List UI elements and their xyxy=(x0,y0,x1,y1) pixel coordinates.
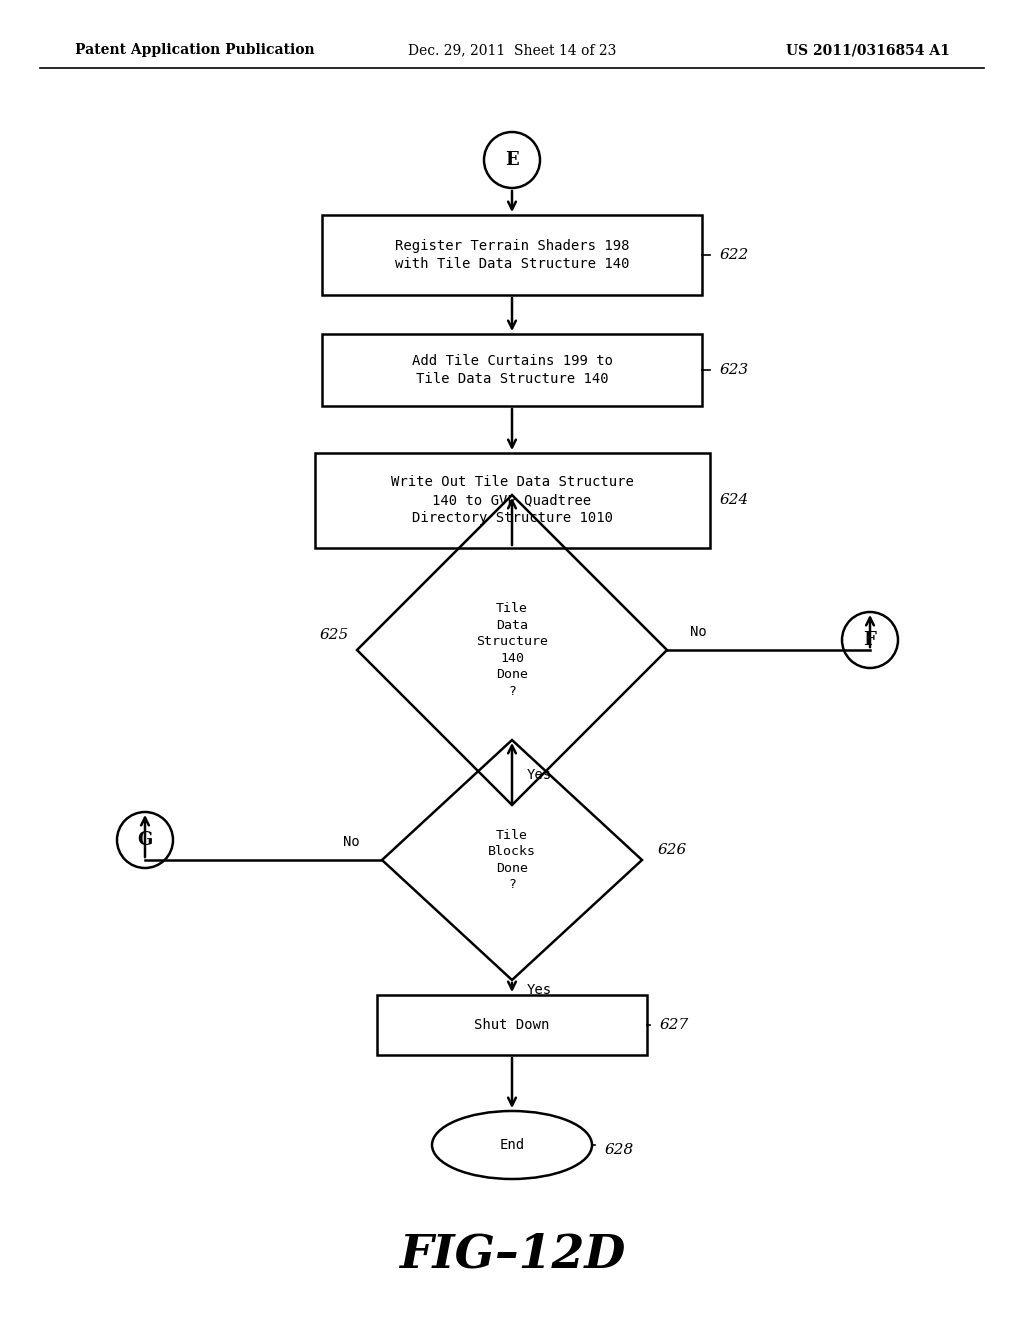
Text: Yes: Yes xyxy=(527,983,552,997)
Text: F: F xyxy=(863,631,877,649)
Text: Tile
Blocks
Done
?: Tile Blocks Done ? xyxy=(488,829,536,891)
Text: 626: 626 xyxy=(658,843,687,857)
Text: Register Terrain Shaders 198
with Tile Data Structure 140: Register Terrain Shaders 198 with Tile D… xyxy=(394,239,630,271)
Text: 628: 628 xyxy=(605,1143,634,1158)
Text: 627: 627 xyxy=(660,1018,689,1032)
Text: US 2011/0316854 A1: US 2011/0316854 A1 xyxy=(786,44,950,57)
Bar xyxy=(322,215,702,294)
Text: E: E xyxy=(505,150,519,169)
Text: Tile
Data
Structure
140
Done
?: Tile Data Structure 140 Done ? xyxy=(476,602,548,698)
Text: 624: 624 xyxy=(720,492,750,507)
Text: No: No xyxy=(690,624,707,639)
Text: Shut Down: Shut Down xyxy=(474,1018,550,1032)
Bar xyxy=(322,334,702,407)
Text: G: G xyxy=(137,832,153,849)
Text: Dec. 29, 2011  Sheet 14 of 23: Dec. 29, 2011 Sheet 14 of 23 xyxy=(408,44,616,57)
Text: End: End xyxy=(500,1138,524,1152)
Text: 623: 623 xyxy=(720,363,750,378)
Text: 622: 622 xyxy=(720,248,750,261)
Text: Patent Application Publication: Patent Application Publication xyxy=(75,44,314,57)
Bar xyxy=(377,995,647,1055)
Text: Write Out Tile Data Structure
140 to GVP Quadtree
Directory Structure 1010: Write Out Tile Data Structure 140 to GVP… xyxy=(390,475,634,525)
Text: Add Tile Curtains 199 to
Tile Data Structure 140: Add Tile Curtains 199 to Tile Data Struc… xyxy=(412,354,612,385)
Text: FIG–12D: FIG–12D xyxy=(398,1232,626,1278)
Bar xyxy=(314,453,710,548)
Text: No: No xyxy=(343,836,360,849)
Text: 625: 625 xyxy=(319,628,349,642)
Text: Yes: Yes xyxy=(527,768,552,781)
